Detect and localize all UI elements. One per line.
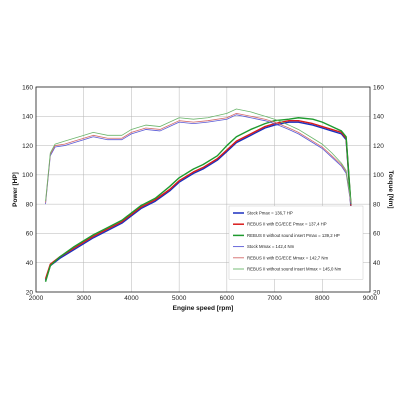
legend-label: REBUS II with EG/ECE Mmax = 142,7 Nm [247, 255, 328, 260]
y-right-tick-label: 60 [373, 231, 381, 238]
legend-label: REBUS II with EG/ECE Pmax = 137,4 HP [247, 222, 327, 227]
y-left-tick-label: 80 [26, 201, 34, 208]
series-line-1 [44, 121, 352, 281]
series-line-5 [45, 112, 352, 203]
legend: Stock Pmax = 136,7 HP REBUS II with EG/EC… [228, 205, 364, 280]
series-lines [44, 108, 352, 282]
x-tick-label: 5000 [172, 295, 187, 302]
y-left-tick-label: 120 [22, 143, 33, 150]
legend-items: Stock Pmax = 136,7 HP REBUS II with EG/EC… [233, 211, 342, 272]
y-axis-right-title: Torque [Nm] [387, 170, 394, 208]
y-right-tick-label: 100 [373, 172, 384, 179]
legend-label: REBUS II without sound insert Pmax = 139… [247, 233, 340, 238]
tick-labels: 2000 3000 4000 5000 6000 7000 8000 900020406080… [22, 84, 384, 302]
series-line-6 [45, 108, 352, 202]
y-left-tick-label: 100 [22, 172, 33, 179]
legend-label: Stock Pmax = 136,7 HP [247, 211, 293, 216]
x-tick-label: 3000 [76, 295, 91, 302]
x-tick-label: 7000 [267, 295, 282, 302]
y-left-tick-label: 60 [26, 231, 34, 238]
y-right-tick-label: 120 [373, 143, 384, 150]
x-tick-label: 8000 [315, 295, 330, 302]
legend-label: REBUS II without sound insert Mmax = 145… [247, 267, 342, 272]
y-axis-left-title: Power [HP] [12, 172, 19, 207]
y-left-tick-label: 20 [26, 289, 34, 296]
x-tick-label: 6000 [220, 295, 235, 302]
y-right-tick-label: 140 [373, 114, 384, 121]
y-right-tick-label: 40 [373, 260, 381, 267]
legend-box [228, 205, 364, 280]
y-left-tick-label: 160 [22, 84, 33, 91]
legend-label: Stock Mmax = 142,4 Nm [247, 244, 295, 249]
series-line-4 [45, 114, 352, 205]
x-tick-label: 9000 [363, 295, 378, 302]
y-right-tick-label: 80 [373, 201, 381, 208]
y-right-tick-label: 160 [373, 84, 384, 91]
series-line-2 [44, 119, 352, 280]
x-tick-label: 2000 [29, 295, 44, 302]
y-right-tick-label: 20 [373, 289, 381, 296]
y-left-tick-label: 140 [22, 114, 33, 121]
series-line-3 [44, 117, 352, 282]
x-axis-title: Engine speed [rpm] [173, 305, 234, 312]
y-left-tick-label: 40 [26, 260, 34, 267]
plot-frame [35, 86, 371, 293]
x-tick-label: 4000 [124, 295, 139, 302]
